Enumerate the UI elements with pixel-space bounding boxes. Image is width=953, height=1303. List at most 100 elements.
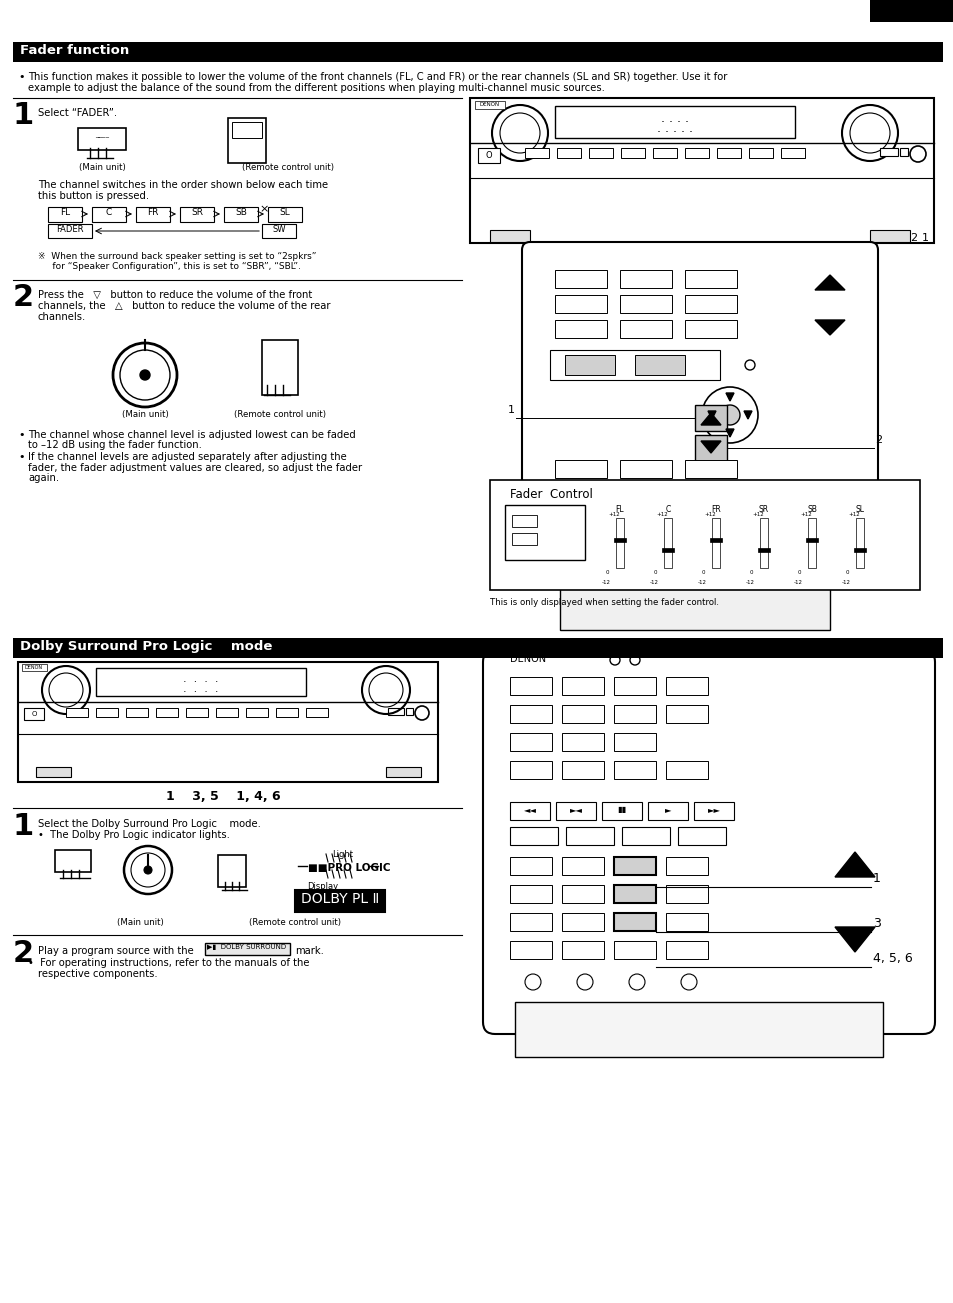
Text: DOLBY PL Ⅱ: DOLBY PL Ⅱ [300,893,378,906]
Text: 1: 1 [13,102,34,130]
Bar [665,857,707,876]
Bar [665,761,707,779]
Bar [695,405,726,431]
Bar [232,122,262,138]
Bar [510,803,550,820]
Text: for “Speaker Configuration”, this is set to “SBR”, “SBL”.: for “Speaker Configuration”, this is set… [38,262,300,271]
Circle shape [609,655,619,665]
Text: If the channel levels are adjusted separately after adjusting the: If the channel levels are adjusted separ… [28,452,346,463]
Text: Fader  Control: Fader Control [510,489,592,500]
Polygon shape [270,371,290,380]
Bar [855,519,863,568]
Bar [781,149,804,158]
Bar [510,705,552,723]
Bar [561,734,603,751]
Bar [555,460,606,478]
Circle shape [746,542,762,558]
Text: SL: SL [279,208,290,218]
Text: Press the   ▽   button to reduce the volume of the front: Press the ▽ button to reduce the volume … [38,291,312,300]
Bar [663,519,671,568]
Bar [13,42,942,63]
Bar [899,149,907,156]
Text: 1: 1 [872,872,880,885]
Bar [550,351,720,380]
Bar [555,321,606,337]
Bar [614,885,656,903]
Bar [218,855,246,887]
Circle shape [626,542,642,558]
Text: -12: -12 [793,580,802,585]
Bar [490,231,530,242]
Bar [561,857,603,876]
Text: +12: +12 [607,512,619,517]
Circle shape [577,975,593,990]
Text: .  .  .  .: . . . . [183,674,218,684]
Text: •: • [18,72,25,82]
Text: ×: × [258,205,268,214]
Text: This function makes it possible to lower the volume of the front channels (FL, C: This function makes it possible to lower… [28,72,726,82]
Bar [684,294,737,313]
Text: -12: -12 [698,580,706,585]
Bar [156,708,178,717]
Bar [186,708,208,717]
Text: 1: 1 [921,233,928,242]
Bar [388,708,403,715]
Text: 2: 2 [13,283,34,311]
Bar [709,538,721,542]
Bar [588,149,613,158]
Text: This is only displayed when setting the fader control.: This is only displayed when setting the … [490,598,719,607]
Text: +12: +12 [751,512,763,517]
Bar [652,149,677,158]
Text: DENON: DENON [25,665,43,670]
Text: +12: +12 [800,512,811,517]
Text: C: C [664,506,670,513]
Bar [510,827,558,846]
Text: (Main unit): (Main unit) [121,410,168,420]
Polygon shape [743,410,751,420]
Bar [559,569,829,629]
Text: ►: ► [664,805,671,814]
Text: 1    3, 5    1, 4, 6: 1 3, 5 1, 4, 6 [166,790,280,803]
Text: •: • [18,430,25,440]
Bar [635,354,684,375]
Text: (Main unit): (Main unit) [78,163,125,172]
Bar [180,207,213,222]
Text: ■■PRO LOGIC: ■■PRO LOGIC [308,863,390,873]
Bar [386,767,420,777]
Bar [561,678,603,694]
Text: Light: Light [332,850,353,859]
Bar [470,98,933,242]
Text: (Remote control unit): (Remote control unit) [233,410,326,420]
Bar [48,224,91,238]
Polygon shape [814,321,844,335]
Text: SB: SB [806,506,816,513]
Text: FADER: FADER [56,225,84,235]
Text: SW: SW [272,225,286,235]
Bar [557,149,580,158]
Bar [760,519,767,568]
Text: ▮▮: ▮▮ [617,805,626,814]
Text: ►►: ►► [707,805,720,814]
Bar [561,885,603,903]
Bar [684,509,737,528]
Text: ※  When the surround back speaker setting is set to “2spkrs”: ※ When the surround back speaker setting… [38,251,316,261]
Circle shape [566,542,582,558]
Circle shape [629,655,639,665]
Circle shape [744,360,754,370]
Bar [619,460,671,478]
Text: 1: 1 [13,812,34,840]
Text: mark.: mark. [294,946,323,956]
Bar [78,128,126,150]
Circle shape [144,866,152,874]
Text: example to adjust the balance of the sound from the different positions when pla: example to adjust the balance of the sou… [28,83,604,93]
Bar [510,678,552,694]
Polygon shape [700,440,720,453]
Bar [96,668,306,696]
Text: ◄◄: ◄◄ [523,805,536,814]
Text: 3: 3 [872,917,880,930]
Bar [684,149,708,158]
Bar [55,850,91,872]
Text: Select “FADER”.: Select “FADER”. [38,108,117,119]
Text: (Remote control unit): (Remote control unit) [249,919,340,926]
Text: channels, the   △   button to reduce the volume of the rear: channels, the △ button to reduce the vol… [38,301,330,311]
